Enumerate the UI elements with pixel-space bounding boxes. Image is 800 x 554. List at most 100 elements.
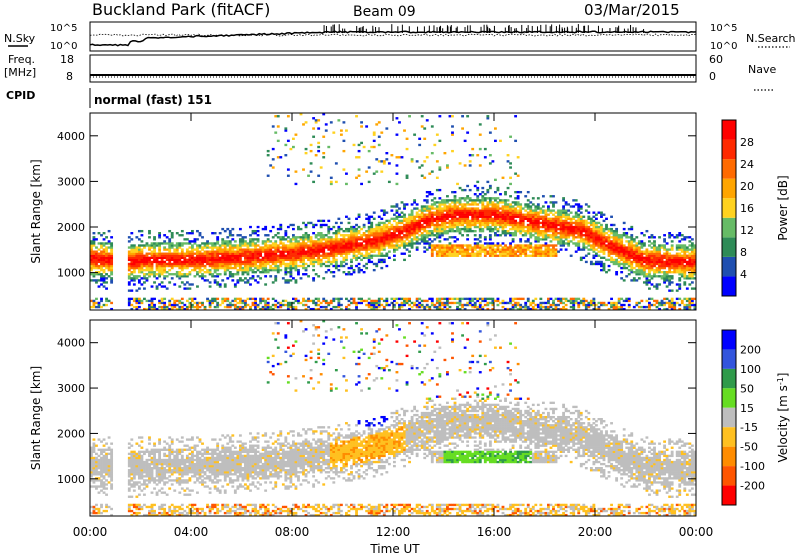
power-cell [286, 271, 290, 274]
power-cell [302, 299, 305, 303]
power-cell [642, 264, 646, 268]
power-cell [249, 256, 252, 259]
power-cell [438, 139, 442, 143]
power-cell [466, 223, 470, 227]
power-cell [370, 215, 374, 218]
power-cell [241, 236, 245, 239]
power-cell [377, 250, 381, 253]
power-cell [620, 252, 624, 255]
power-cell [395, 240, 399, 243]
power-cell [150, 242, 154, 245]
power-cell [135, 289, 139, 292]
power-cell [135, 297, 139, 301]
power-cell [451, 201, 454, 204]
power-cell [494, 227, 497, 231]
power-cell [223, 271, 227, 274]
power-cell [620, 242, 624, 245]
power-cell [102, 262, 106, 266]
power-cell [410, 209, 414, 212]
power-cell [494, 221, 497, 225]
power-cell [352, 225, 356, 229]
power-cell [658, 262, 661, 266]
power-cell [294, 256, 298, 259]
power-cell [635, 250, 639, 253]
power-cell [206, 242, 209, 245]
power-cell [168, 301, 172, 305]
power-cell [355, 232, 358, 235]
power-cell [471, 213, 475, 216]
power-cell [289, 250, 293, 253]
power-cell [645, 273, 649, 276]
power-cell [602, 240, 606, 243]
power-cell [175, 248, 179, 251]
power-cell [405, 203, 409, 206]
power-cell [549, 221, 553, 225]
power-cell [595, 232, 598, 235]
power-cell [339, 221, 343, 225]
power-cell [433, 223, 437, 227]
power-cell [327, 254, 331, 257]
power-cell [420, 215, 424, 218]
power-cell [307, 299, 310, 303]
power-cell [622, 234, 626, 237]
power-cell [130, 260, 134, 264]
power-cell [317, 260, 321, 264]
power-cell [339, 262, 343, 266]
power-cell [380, 266, 384, 270]
power-cell [297, 225, 300, 229]
power-cell [385, 223, 389, 227]
power-cell [531, 229, 535, 233]
power-cell [342, 149, 346, 153]
power-cell [191, 264, 194, 268]
power-cell [140, 299, 144, 303]
power-cell [251, 260, 255, 264]
power-cell [107, 242, 111, 245]
power-cell [145, 260, 149, 264]
power-cell [312, 299, 316, 303]
power-cell [488, 221, 492, 225]
power-cell [569, 297, 573, 301]
power-cell [552, 219, 555, 223]
power-cell [281, 242, 285, 245]
power-cell [506, 209, 510, 212]
power-cell [251, 254, 255, 257]
power-cell [97, 266, 101, 270]
power-cell [466, 229, 470, 233]
power-cell [438, 188, 442, 192]
power-cell [559, 248, 563, 251]
power-cell [549, 217, 553, 221]
power-cell [95, 260, 98, 264]
power-cell [630, 236, 634, 239]
power-cell [345, 305, 348, 309]
power-cell [127, 252, 131, 255]
power-cell [365, 303, 369, 307]
power-cell [153, 238, 156, 241]
power-cell [478, 193, 482, 196]
power-cell [153, 281, 156, 284]
power-cell [304, 151, 308, 155]
power-cell [281, 262, 285, 266]
power-cell [110, 252, 114, 255]
power-cell [403, 242, 406, 245]
power-cell [642, 281, 646, 284]
power-cell [562, 232, 565, 235]
power-cell [180, 256, 184, 259]
power-cell [286, 266, 290, 270]
power-cell [514, 229, 518, 233]
power-cell [635, 242, 639, 245]
power-cell [597, 240, 601, 243]
power-cell [554, 236, 558, 239]
power-cell [605, 217, 608, 221]
power-cell [317, 119, 321, 122]
power-cell [95, 301, 98, 305]
power-cell [549, 252, 553, 255]
power-cell [440, 297, 444, 301]
power-cell [357, 225, 361, 229]
power-cell [435, 160, 439, 163]
power-cell [231, 238, 235, 241]
power-cell [499, 254, 502, 257]
power-cell [547, 217, 550, 221]
power-cell [365, 266, 369, 270]
power-cell [127, 240, 131, 243]
power-cell [491, 301, 495, 305]
